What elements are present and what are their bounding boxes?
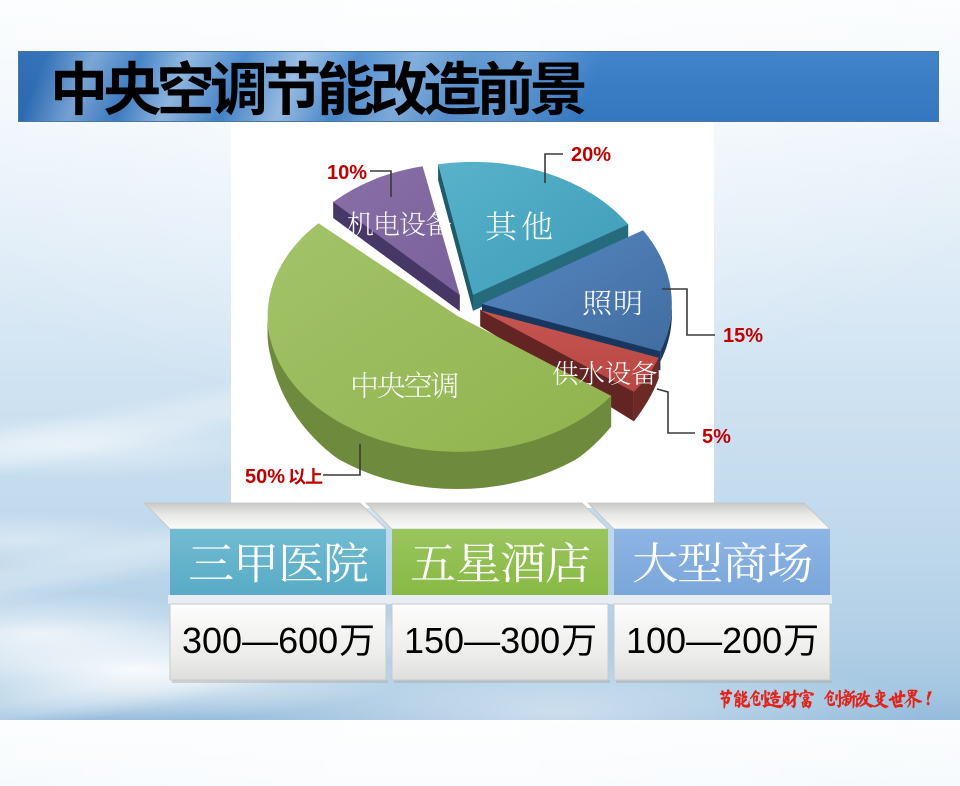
svg-text:300—600: 300—600 — [182, 620, 338, 661]
svg-text:10%: 10% — [327, 162, 367, 184]
svg-text:100—200: 100—200 — [626, 620, 782, 661]
svg-text:5%: 5% — [702, 426, 731, 448]
svg-text:15%: 15% — [723, 325, 763, 347]
svg-text:20%: 20% — [571, 144, 611, 166]
svg-text:150—300: 150—300 — [404, 620, 560, 661]
svg-text:50%: 50% — [245, 466, 285, 488]
